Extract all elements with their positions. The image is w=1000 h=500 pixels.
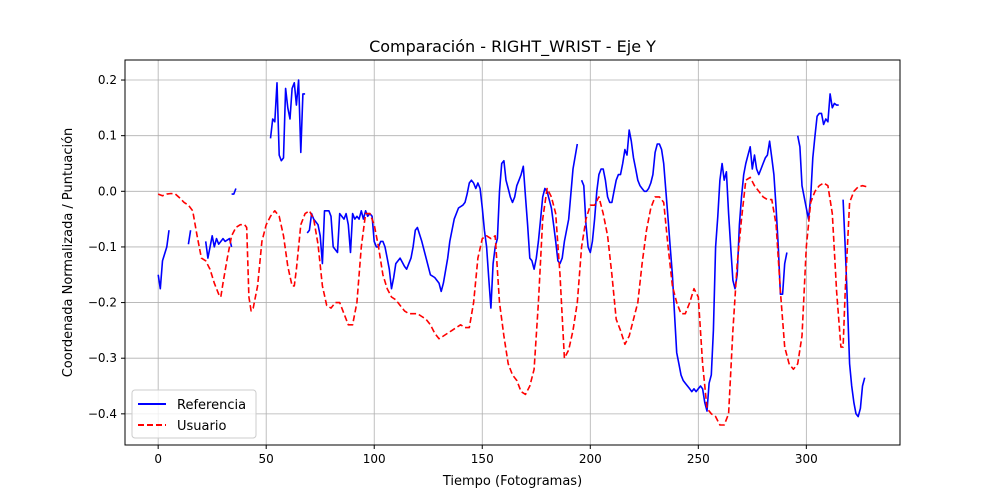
legend-label-referencia: Referencia bbox=[177, 398, 246, 413]
series-line-referencia bbox=[796, 93, 839, 220]
series-group bbox=[157, 79, 867, 426]
series-line-referencia bbox=[204, 235, 233, 259]
y-tick-label: 0.0 bbox=[98, 184, 117, 198]
x-tick-label: 150 bbox=[471, 452, 494, 466]
series-line-referencia bbox=[842, 199, 866, 418]
x-axis-label: Tiempo (Fotogramas) bbox=[442, 474, 582, 489]
chart-title: Comparación - RIGHT_WRIST - Eje Y bbox=[369, 37, 656, 57]
y-tick-label: 0.1 bbox=[98, 129, 117, 143]
y-tick-label: −0.1 bbox=[88, 240, 117, 254]
legend: Referencia Usuario bbox=[131, 389, 257, 439]
y-tick-label: −0.3 bbox=[88, 351, 117, 365]
axis-ticks: 0 50 100 150 200 250 300 0.2 0.1 0.0 −0.1 −0.2 −0.3 −… bbox=[88, 73, 818, 466]
x-tick-label: 200 bbox=[579, 452, 602, 466]
series-line-referencia bbox=[187, 230, 192, 245]
legend-box bbox=[131, 389, 257, 439]
plot-frame bbox=[124, 59, 901, 446]
series-line-referencia bbox=[231, 188, 237, 195]
series-line-referencia bbox=[269, 79, 306, 162]
grid-lines bbox=[125, 60, 900, 445]
series-line-referencia bbox=[580, 129, 788, 412]
series-line-referencia bbox=[157, 230, 170, 290]
x-tick-label: 50 bbox=[259, 452, 274, 466]
y-axis-label: Coordenada Normalizada / Puntuación bbox=[61, 128, 76, 378]
series-line-usuario bbox=[157, 176, 867, 426]
x-tick-label: 100 bbox=[363, 452, 386, 466]
legend-label-usuario: Usuario bbox=[177, 419, 226, 434]
y-tick-label: −0.2 bbox=[88, 296, 117, 310]
y-tick-label: 0.2 bbox=[98, 73, 117, 87]
series-line-referencia bbox=[306, 143, 579, 309]
y-tick-label: −0.4 bbox=[88, 407, 117, 421]
x-tick-label: 0 bbox=[154, 452, 162, 466]
x-tick-label: 250 bbox=[687, 452, 710, 466]
x-tick-label: 300 bbox=[795, 452, 818, 466]
